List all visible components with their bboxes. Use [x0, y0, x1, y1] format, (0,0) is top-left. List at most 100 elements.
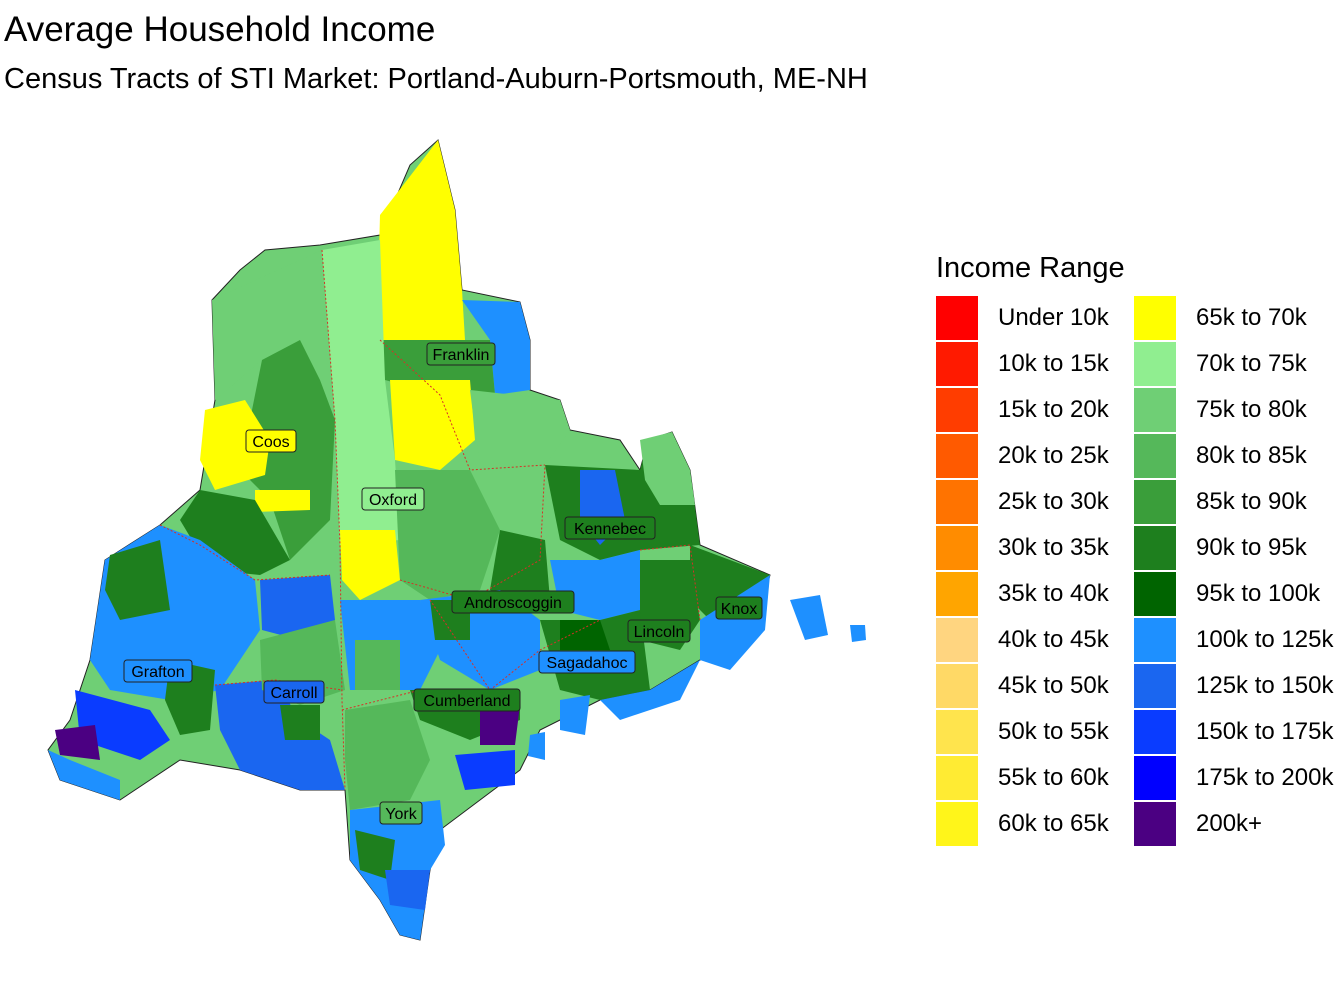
legend-label: 200k+ [1196, 810, 1263, 837]
svg-text:Androscoggin: Androscoggin [464, 595, 562, 612]
legend-swatch [1134, 296, 1176, 340]
tract-region [55, 725, 100, 760]
tract-region [255, 490, 310, 512]
svg-text:Coos: Coos [252, 434, 289, 451]
island [850, 625, 866, 642]
legend-item: 60k to 65k [936, 801, 1134, 847]
legend-swatch [936, 756, 978, 800]
legend-swatch [1134, 756, 1176, 800]
legend-column-left: Under 10k 10k to 15k 15k to 20k 20k to 25k 2… [936, 295, 1134, 847]
legend-item: 50k to 55k [936, 709, 1134, 755]
choropleth-map: Franklin Coos Oxford Kennebec Androscogg… [47, 139, 866, 941]
county-boundary [321, 249, 346, 791]
svg-text:York: York [385, 806, 417, 823]
tract-region [345, 700, 430, 810]
legend-swatch [1134, 618, 1176, 662]
legend-item: 30k to 35k [936, 525, 1134, 571]
svg-text:Sagadahoc: Sagadahoc [547, 655, 628, 672]
map-title: Average Household Income [4, 10, 436, 49]
legend-label: 55k to 60k [998, 764, 1109, 791]
legend-item: 175k to 200k [1134, 755, 1334, 801]
tract-region [560, 620, 610, 650]
legend-swatch [1134, 434, 1176, 478]
legend-swatch [1134, 664, 1176, 708]
svg-text:Lincoln: Lincoln [634, 624, 685, 641]
legend-item: 200k+ [1134, 801, 1332, 847]
legend-item: 70k to 75k [1134, 341, 1332, 387]
legend-label: 85k to 90k [1196, 488, 1307, 515]
legend-label: 100k to 125k [1196, 626, 1334, 653]
legend-swatch [936, 480, 978, 524]
county-boundary [399, 464, 546, 601]
svg-text:Carroll: Carroll [270, 685, 317, 702]
legend-label: 45k to 50k [998, 672, 1109, 699]
tract-region [322, 240, 400, 545]
county-label-lincoln: Lincoln [627, 619, 691, 643]
tract-region [75, 690, 170, 760]
legend-swatch [936, 572, 978, 616]
legend-swatch [936, 710, 978, 754]
legend-label: 15k to 20k [998, 396, 1109, 423]
tract-region [385, 870, 430, 910]
legend-label: 20k to 25k [998, 442, 1109, 469]
legend-label: 35k to 40k [998, 580, 1109, 607]
legend-swatch [936, 296, 978, 340]
legend-item: 100k to 125k [1134, 617, 1334, 663]
tract-region [470, 390, 570, 465]
legend-label: 10k to 15k [998, 350, 1109, 377]
tract-region [455, 750, 515, 790]
county-label-franklin: Franklin [426, 342, 496, 366]
tract-region [105, 540, 170, 620]
svg-text:Cumberland: Cumberland [423, 693, 510, 710]
legend-item: 95k to 100k [1134, 571, 1332, 617]
legend-column-right: 65k to 70k 70k to 75k 75k to 80k 80k to 85k… [1134, 295, 1334, 847]
legend-label: 50k to 55k [998, 718, 1109, 745]
legend-swatch [1134, 480, 1176, 524]
county-label-knox: Knox [715, 596, 763, 620]
legend-label: 75k to 80k [1196, 396, 1307, 423]
county-label-york: York [379, 801, 423, 825]
legend-label: 60k to 65k [998, 810, 1109, 837]
legend-item: 35k to 40k [936, 571, 1134, 617]
legend-item: 75k to 80k [1134, 387, 1332, 433]
legend-label: 25k to 30k [998, 488, 1109, 515]
county-label-oxford: Oxford [361, 487, 425, 511]
county-label-sagadahoc: Sagadahoc [538, 650, 636, 674]
legend-label: Under 10k [998, 304, 1109, 331]
tract-region [355, 830, 395, 880]
legend-swatch [1134, 572, 1176, 616]
legend-title: Income Range [936, 252, 1125, 284]
legend-label: 150k to 175k [1196, 718, 1334, 745]
legend-swatch [936, 526, 978, 570]
legend-swatch [936, 802, 978, 846]
tract-region [340, 530, 400, 600]
legend-label: 70k to 75k [1196, 350, 1307, 377]
island [528, 732, 545, 760]
legend-label: 90k to 95k [1196, 534, 1307, 561]
svg-text:Franklin: Franklin [433, 347, 490, 364]
legend-item: 55k to 60k [936, 755, 1134, 801]
tract-region [48, 750, 120, 800]
legend-swatch [936, 664, 978, 708]
income-legend: Income Range Under 10k 10k to 15k 15k to 2… [936, 252, 1334, 847]
legend-item: 10k to 15k [936, 341, 1134, 387]
legend-swatch [936, 388, 978, 432]
legend-label: 80k to 85k [1196, 442, 1307, 469]
legend-label: 65k to 70k [1196, 304, 1307, 331]
county-label-kennebec: Kennebec [564, 516, 656, 540]
legend-swatch [936, 618, 978, 662]
island [560, 695, 590, 735]
legend-swatch [1134, 526, 1176, 570]
county-label-grafton: Grafton [123, 659, 193, 683]
county-boundary [639, 544, 701, 621]
svg-text:Grafton: Grafton [131, 664, 184, 681]
legend-item: 90k to 95k [1134, 525, 1332, 571]
county-label-cumberland: Cumberland [413, 688, 521, 712]
legend-item: 150k to 175k [1134, 709, 1334, 755]
legend-label: 175k to 200k [1196, 764, 1334, 791]
tract-region [600, 660, 700, 720]
legend-swatch [936, 342, 978, 386]
legend-item: 85k to 90k [1134, 479, 1332, 525]
tract-region [260, 575, 335, 640]
county-label-androscoggin: Androscoggin [451, 590, 575, 614]
